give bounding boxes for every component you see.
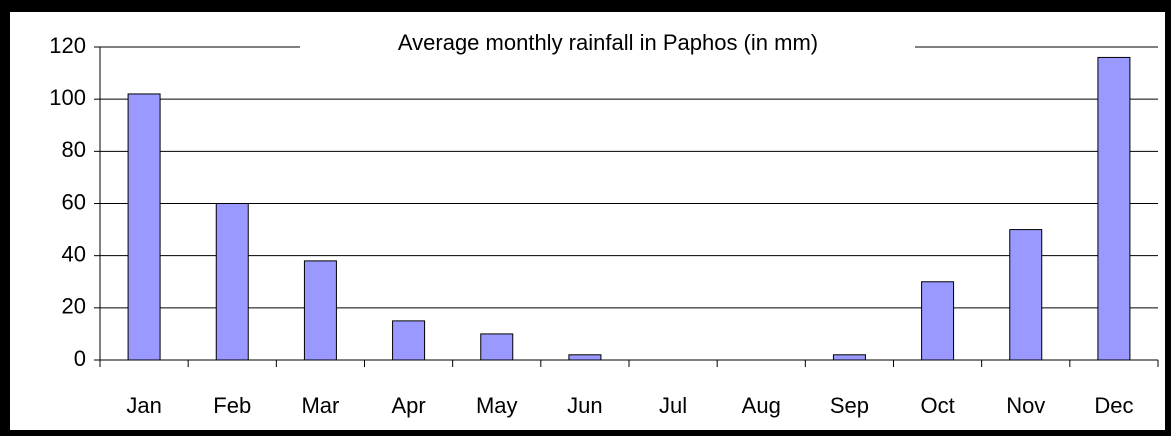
chart-title: Average monthly rainfall in Paphos (in m… xyxy=(398,30,818,55)
bar xyxy=(1097,56,1131,361)
x-tick-label: Sep xyxy=(830,393,869,418)
bar xyxy=(480,333,514,361)
x-tick-label: Jun xyxy=(567,393,602,418)
x-tick-label: Aug xyxy=(742,393,781,418)
y-tick-label: 40 xyxy=(62,241,86,266)
x-tick-label: Feb xyxy=(213,393,251,418)
x-tick-label: Jan xyxy=(126,393,161,418)
y-tick-label: 20 xyxy=(62,294,86,319)
bar xyxy=(1009,229,1043,361)
bar xyxy=(921,281,955,361)
x-tick-label: Mar xyxy=(301,393,339,418)
y-tick-label: 0 xyxy=(74,346,86,371)
x-tick-label: Dec xyxy=(1094,393,1133,418)
bar xyxy=(832,354,866,361)
x-tick-label: Jul xyxy=(659,393,687,418)
bar xyxy=(392,320,426,361)
bar xyxy=(303,260,337,361)
y-tick-label: 100 xyxy=(49,85,86,110)
title-background xyxy=(300,30,915,62)
y-tick-label: 80 xyxy=(62,137,86,162)
y-tick-label: 60 xyxy=(62,189,86,214)
bar xyxy=(215,203,249,361)
bar xyxy=(127,93,161,361)
bar xyxy=(568,354,602,361)
x-tick-label: Oct xyxy=(920,393,954,418)
y-tick-label: 120 xyxy=(49,33,86,58)
chart-background xyxy=(10,12,1165,430)
x-tick-label: May xyxy=(476,393,518,418)
x-tick-label: Nov xyxy=(1006,393,1045,418)
x-tick-label: Apr xyxy=(391,393,425,418)
